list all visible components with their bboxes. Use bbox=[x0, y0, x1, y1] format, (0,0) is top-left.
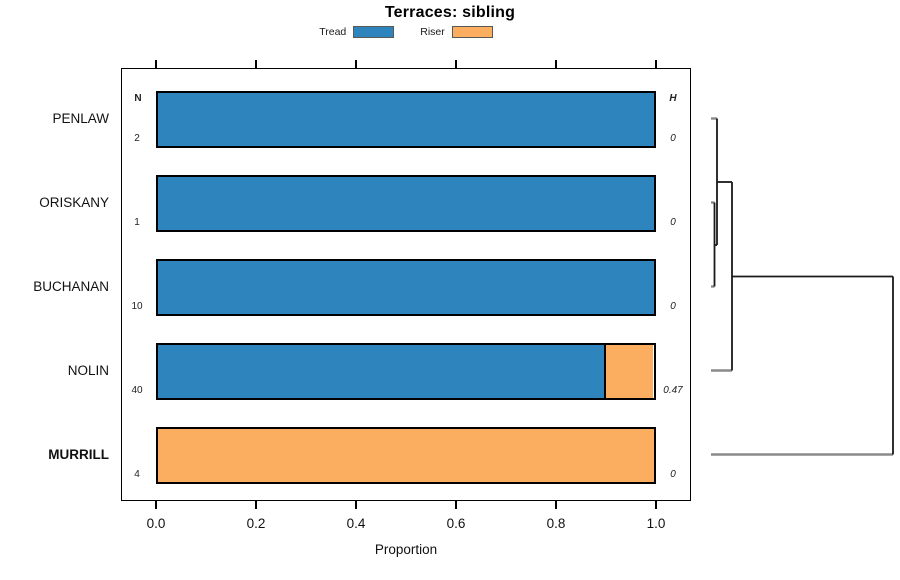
n-value: 10 bbox=[131, 301, 143, 312]
axis-tick-top bbox=[255, 60, 257, 68]
bar-row-murrill bbox=[155, 427, 656, 484]
axis-tick-label: 0.2 bbox=[246, 516, 266, 531]
category-label-oriskany: ORISKANY bbox=[39, 194, 109, 210]
h-column-header: H bbox=[669, 93, 677, 104]
bar-segment-tread bbox=[157, 345, 604, 398]
h-value: 0 bbox=[670, 217, 676, 228]
legend-label: Riser bbox=[420, 26, 445, 38]
axis-tick-bottom bbox=[455, 501, 457, 509]
category-label-nolin: NOLIN bbox=[67, 362, 109, 378]
bar-row-buchanan bbox=[155, 259, 656, 316]
axis-tick-bottom bbox=[255, 501, 257, 509]
legend-label: Tread bbox=[319, 26, 347, 38]
legend-item-riser: Riser bbox=[420, 26, 493, 38]
axis-tick-bottom bbox=[555, 501, 557, 509]
axis-tick-label: 0.6 bbox=[446, 516, 466, 531]
legend-item-tread: Tread bbox=[319, 26, 395, 38]
h-value: 0 bbox=[670, 469, 676, 480]
bar-row-penlaw bbox=[155, 91, 656, 148]
axis-tick-label: 0.8 bbox=[546, 516, 566, 531]
bar-segment-riser bbox=[157, 429, 654, 482]
h-value: 0 bbox=[670, 133, 676, 144]
bar-segment-riser bbox=[603, 345, 654, 398]
bar-row-oriskany bbox=[155, 175, 656, 232]
h-value: 0 bbox=[670, 301, 676, 312]
legend: Tread Riser bbox=[121, 25, 691, 39]
chart-title: Terraces: sibling bbox=[384, 4, 516, 21]
legend-swatch-riser bbox=[451, 26, 493, 38]
x-axis-title: Proportion bbox=[374, 542, 438, 557]
axis-tick-bottom bbox=[155, 501, 157, 509]
h-value: 0.47 bbox=[663, 385, 683, 396]
bar-segment-tread bbox=[157, 93, 654, 146]
axis-tick-label: 0.4 bbox=[346, 516, 366, 531]
bar-segment-tread bbox=[157, 261, 654, 314]
n-column-header: N bbox=[134, 93, 142, 104]
category-label-buchanan: BUCHANAN bbox=[33, 278, 109, 294]
axis-tick-top bbox=[455, 60, 457, 68]
axis-tick-top bbox=[555, 60, 557, 68]
plot-area: N H 2 0 1 0 10 0 40 0.47 4 0 bbox=[121, 68, 691, 501]
n-value: 40 bbox=[131, 385, 143, 396]
axis-tick-label: 1.0 bbox=[646, 516, 666, 531]
bar-row-nolin bbox=[155, 343, 656, 400]
axis-tick-top bbox=[155, 60, 157, 68]
legend-swatch-tread bbox=[353, 26, 395, 38]
axis-tick-top bbox=[355, 60, 357, 68]
n-value: 1 bbox=[134, 217, 140, 228]
category-label-penlaw: PENLAW bbox=[52, 110, 109, 126]
n-value: 4 bbox=[134, 469, 140, 480]
axis-tick-bottom bbox=[355, 501, 357, 509]
n-value: 2 bbox=[134, 133, 140, 144]
axis-tick-label: 0.0 bbox=[146, 516, 166, 531]
bar-segment-tread bbox=[157, 177, 654, 230]
axis-tick-top bbox=[655, 60, 657, 68]
axis-tick-bottom bbox=[655, 501, 657, 509]
category-label-murrill: MURRILL bbox=[48, 446, 109, 462]
